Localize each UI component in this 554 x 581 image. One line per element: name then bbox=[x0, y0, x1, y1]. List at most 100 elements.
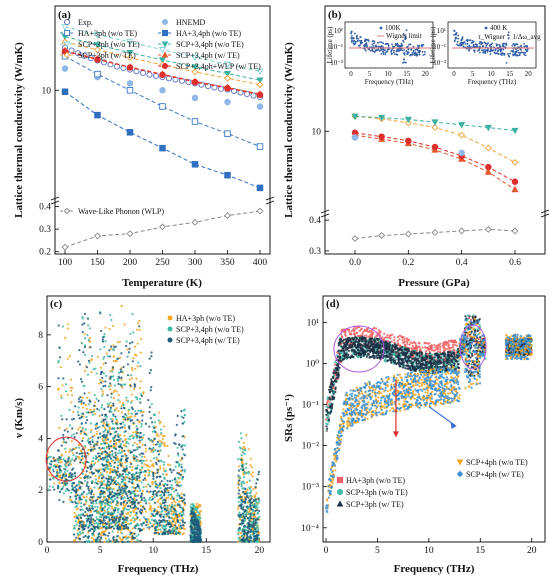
scatter-point bbox=[137, 361, 140, 364]
scatter-point bbox=[146, 490, 149, 493]
scatter-point bbox=[171, 527, 174, 531]
inset-point bbox=[391, 43, 393, 46]
scatter-point bbox=[57, 377, 60, 380]
scatter-point bbox=[105, 415, 109, 418]
scatter-point bbox=[144, 517, 147, 521]
scatter-point bbox=[121, 402, 125, 405]
scatter-point bbox=[125, 441, 129, 444]
inset-point bbox=[491, 42, 494, 45]
inset-point bbox=[476, 49, 479, 52]
scatter-point bbox=[144, 422, 148, 425]
scatter-point bbox=[149, 459, 153, 463]
scatter-point bbox=[161, 473, 165, 476]
scatter-point bbox=[65, 441, 68, 444]
inset-point bbox=[372, 42, 375, 45]
scatter-point bbox=[176, 520, 180, 524]
scatter-point bbox=[57, 361, 60, 364]
inset-point bbox=[372, 45, 375, 47]
scatter-point bbox=[238, 511, 241, 514]
scatter-point bbox=[132, 449, 135, 452]
scatter-point bbox=[106, 438, 110, 441]
series-line bbox=[354, 134, 516, 190]
inset-point bbox=[380, 44, 383, 47]
scatter-point bbox=[70, 401, 73, 404]
scatter-point bbox=[150, 464, 153, 467]
scatter-point bbox=[110, 345, 113, 348]
scatter-point bbox=[139, 459, 142, 462]
scatter-point bbox=[105, 540, 109, 543]
scatter-point bbox=[138, 453, 141, 456]
scatter-point bbox=[150, 448, 153, 451]
inset-y-tick: 10¹ bbox=[334, 27, 343, 35]
scatter-point bbox=[178, 480, 181, 484]
axis-break-mark bbox=[265, 196, 275, 201]
inset-point bbox=[468, 44, 471, 47]
scatter-point bbox=[191, 522, 194, 525]
scatter-point bbox=[75, 536, 78, 539]
inset-point bbox=[355, 36, 358, 39]
data-point bbox=[224, 98, 231, 106]
scatter-point bbox=[87, 411, 90, 414]
scatter-point bbox=[109, 388, 112, 391]
scatter-point bbox=[237, 533, 240, 536]
scatter-point bbox=[111, 348, 115, 351]
scatter-point bbox=[254, 485, 257, 489]
x-tick-label: 0.0 bbox=[349, 258, 361, 268]
scatter-point bbox=[141, 466, 144, 469]
scatter-point bbox=[115, 418, 118, 421]
scatter-point bbox=[103, 407, 106, 411]
scatter-point bbox=[159, 449, 162, 452]
scatter-point bbox=[109, 540, 112, 543]
scatter-point bbox=[156, 450, 160, 453]
scatter-point bbox=[140, 523, 143, 526]
inset-point bbox=[524, 51, 527, 54]
scatter-point bbox=[98, 446, 101, 449]
inset-point bbox=[393, 46, 396, 48]
scatter-point bbox=[238, 518, 242, 521]
scatter-point bbox=[63, 482, 66, 485]
scatter-point bbox=[148, 357, 151, 360]
scatter-point bbox=[128, 378, 131, 381]
scatter-point bbox=[137, 533, 140, 536]
scatter-point bbox=[136, 489, 139, 493]
scatter-point bbox=[157, 411, 161, 414]
inset-point bbox=[353, 43, 356, 46]
scatter-point bbox=[109, 382, 112, 385]
scatter-point bbox=[99, 481, 102, 484]
scatter-point bbox=[122, 443, 125, 447]
scatter-point bbox=[240, 483, 243, 486]
scatter-point bbox=[239, 531, 243, 535]
inset-point bbox=[402, 32, 405, 35]
scatter-point bbox=[108, 491, 111, 494]
scatter-point bbox=[172, 532, 175, 535]
scatter-point bbox=[118, 473, 121, 476]
scatter-point bbox=[46, 457, 49, 460]
scatter-point bbox=[82, 412, 85, 415]
scatter-point bbox=[135, 467, 138, 470]
inset-point bbox=[471, 40, 474, 42]
scatter-point bbox=[157, 419, 160, 422]
inset-point bbox=[377, 41, 379, 44]
scatter-point bbox=[84, 510, 87, 514]
scatter-point bbox=[58, 426, 61, 430]
inset-point bbox=[508, 55, 511, 58]
scatter-point bbox=[74, 491, 77, 494]
scatter-point bbox=[151, 440, 154, 443]
y-tick-label: 0.3 bbox=[309, 247, 321, 257]
scatter-point bbox=[177, 454, 180, 457]
scatter-point bbox=[196, 535, 200, 539]
scatter-point bbox=[73, 436, 76, 439]
scatter-point bbox=[109, 433, 112, 436]
scatter-point bbox=[179, 524, 183, 527]
scatter-point bbox=[237, 492, 240, 495]
inset-point bbox=[497, 49, 500, 52]
scatter-point bbox=[165, 513, 168, 516]
scatter-point bbox=[152, 446, 155, 449]
scatter-point bbox=[147, 399, 150, 402]
scatter-point bbox=[99, 448, 102, 451]
scatter-point bbox=[81, 426, 84, 430]
inset-point bbox=[483, 48, 486, 51]
scatter-point bbox=[65, 474, 68, 477]
scatter-point bbox=[99, 436, 102, 439]
scatter-point bbox=[94, 500, 97, 503]
